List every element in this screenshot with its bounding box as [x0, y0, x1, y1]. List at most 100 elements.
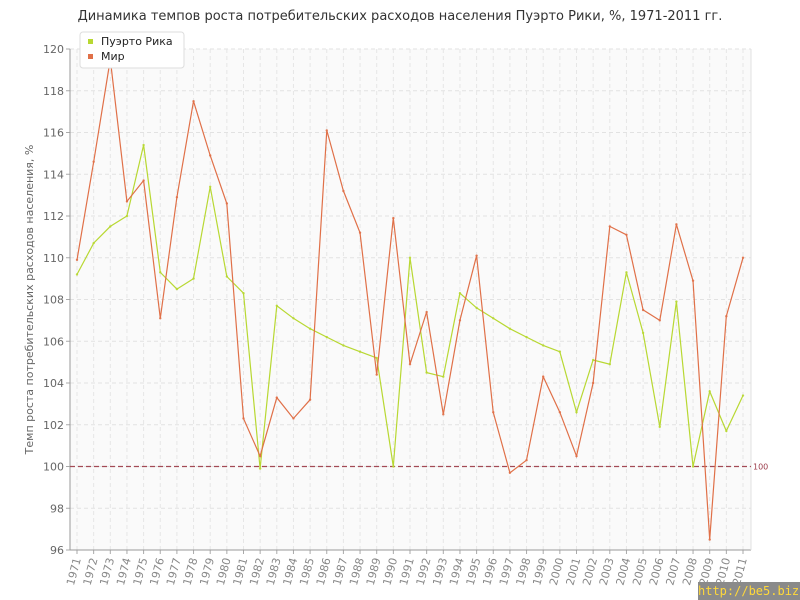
data-point: [608, 363, 611, 366]
data-point: [641, 308, 645, 312]
data-point: [408, 363, 412, 366]
data-point: [525, 459, 528, 462]
data-point: [458, 292, 462, 295]
data-point: [325, 129, 328, 132]
data-point: [342, 344, 345, 347]
data-point: [591, 358, 595, 362]
data-point: [542, 344, 545, 347]
y-tick-label: 120: [43, 43, 64, 56]
y-tick-label: 116: [43, 127, 64, 140]
data-point: [342, 189, 345, 193]
data-point: [525, 335, 528, 339]
data-point: [425, 371, 428, 374]
data-point: [691, 465, 695, 468]
data-point: [125, 200, 129, 203]
data-point: [691, 279, 695, 282]
data-point: [159, 271, 162, 274]
data-point: [658, 319, 661, 322]
reference-line-label: 100: [753, 463, 768, 472]
watermark-badge[interactable]: http://be5.biz/: [698, 582, 800, 600]
data-point: [308, 327, 312, 330]
data-point: [725, 315, 728, 318]
data-point: [658, 425, 661, 429]
data-point: [425, 310, 428, 314]
data-point: [358, 350, 362, 353]
legend-swatch-1: [88, 54, 93, 59]
data-point: [492, 411, 495, 414]
data-point: [358, 231, 362, 234]
y-tick-label: 114: [43, 168, 64, 181]
legend-box: [79, 31, 185, 69]
data-point: [75, 258, 79, 262]
y-tick-label: 118: [43, 85, 64, 98]
data-point: [75, 273, 79, 276]
data-point: [209, 154, 212, 157]
data-point: [375, 373, 378, 376]
data-point: [109, 225, 112, 228]
data-point: [475, 254, 478, 257]
data-point: [708, 390, 711, 393]
y-tick-label: 106: [43, 335, 64, 348]
data-point: [741, 394, 745, 397]
data-point: [608, 225, 611, 228]
chart-title: Динамика темпов роста потребительских ра…: [77, 9, 723, 24]
data-point: [725, 429, 728, 433]
data-point: [275, 304, 278, 307]
data-point: [442, 375, 445, 378]
data-point: [442, 413, 445, 416]
data-point: [242, 292, 245, 295]
data-point: [142, 143, 145, 147]
data-point: [708, 538, 711, 541]
series-points-0: [75, 143, 745, 470]
y-tick-label: 100: [43, 461, 64, 474]
data-point: [675, 223, 678, 226]
data-point: [225, 275, 229, 278]
data-point: [92, 241, 95, 245]
data-point: [575, 411, 578, 414]
data-point: [408, 256, 412, 259]
y-tick-label: 96: [50, 544, 64, 557]
data-point: [242, 417, 245, 420]
data-point: [575, 454, 578, 458]
data-point: [258, 454, 262, 458]
y-tick-label: 112: [43, 210, 64, 223]
data-point: [125, 214, 129, 218]
legend-label-1: Мир: [101, 50, 125, 63]
data-point: [625, 271, 628, 274]
data-point: [542, 375, 545, 378]
data-point: [192, 99, 195, 103]
data-point: [175, 196, 179, 199]
data-point: [258, 467, 262, 470]
data-point: [741, 256, 745, 259]
y-tick-label: 102: [43, 419, 64, 432]
data-point: [392, 216, 395, 220]
data-point: [558, 411, 562, 414]
data-point: [292, 417, 295, 420]
legend-label-0: Пуэрто Рика: [101, 35, 173, 48]
data-point: [392, 465, 395, 468]
data-point: [375, 356, 378, 360]
data-point: [275, 396, 278, 399]
data-point: [625, 233, 628, 236]
y-tick-label: 104: [43, 377, 64, 390]
y-axis-title: Темп роста потребительских расходов насе…: [23, 145, 36, 456]
legend: Пуэрто Рика Мир: [79, 31, 185, 69]
data-point: [641, 331, 645, 335]
data-point: [458, 319, 462, 322]
y-tick-label: 110: [43, 252, 64, 265]
data-point: [492, 317, 495, 320]
data-point: [192, 277, 195, 280]
plot-area: [70, 49, 751, 550]
data-point: [292, 317, 295, 320]
data-point: [675, 300, 678, 303]
data-point: [209, 185, 212, 188]
data-point: [475, 306, 478, 310]
data-point: [142, 179, 145, 182]
data-point: [558, 350, 562, 353]
data-point: [591, 381, 595, 385]
data-point: [508, 471, 512, 474]
data-point: [92, 160, 95, 163]
data-point: [308, 398, 312, 401]
data-point: [175, 287, 179, 291]
